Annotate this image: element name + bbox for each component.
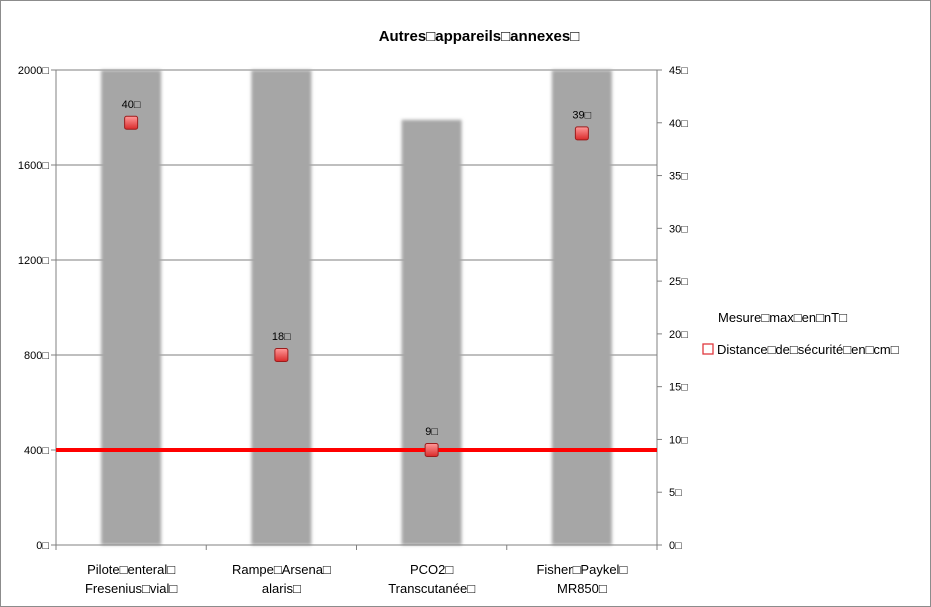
category-label: Fisher□Paykel□	[536, 562, 627, 577]
right-tick-label: 40□	[669, 118, 688, 130]
data-label: 39□	[572, 109, 591, 121]
left-tick-label: 2000□	[18, 65, 49, 77]
data-marker	[424, 443, 439, 457]
right-tick-label: 5□	[669, 487, 682, 499]
category-label: PCO2□	[410, 562, 453, 577]
bar	[101, 70, 162, 545]
right-tick-label: 35□	[669, 171, 688, 183]
bar	[251, 70, 312, 545]
category-label: alaris□	[262, 581, 301, 596]
legend-label-distance: Distance□de□sécurité□en□cm□	[717, 342, 899, 357]
data-label: 40□	[122, 99, 141, 111]
category-label: MR850□	[557, 581, 607, 596]
category-label: Fresenius□vial□	[85, 581, 177, 596]
right-tick-label: 45□	[669, 65, 688, 77]
plot-area: 0□ 400□ 800□ 1200□ 1600□ 2000□ 0□ 5□ 10□ 15□ 20□ 25…	[18, 65, 688, 596]
category-label: Pilote□enteral□	[87, 562, 175, 577]
legend-swatch-distance	[702, 343, 714, 355]
right-tick-label: 15□	[669, 382, 688, 394]
chart-title: Autres□appareils□annexes□	[379, 28, 580, 45]
category-label: Rampe□Arsena□	[232, 562, 331, 577]
right-tick-label: 25□	[669, 276, 688, 288]
left-tick-label: 0□	[36, 540, 49, 552]
right-tick-label: 0□	[669, 540, 682, 552]
bar	[551, 70, 612, 545]
bar	[401, 119, 462, 545]
left-tick-label: 1200□	[18, 255, 49, 267]
right-tick-label: 20□	[669, 329, 688, 341]
category-label: Transcutanée□	[388, 581, 475, 596]
left-tick-label: 800□	[24, 350, 49, 362]
data-marker	[274, 348, 289, 362]
data-marker	[124, 115, 139, 130]
data-label: 9□	[425, 426, 438, 438]
data-label: 18□	[272, 331, 291, 343]
legend: Mesure□max□en□nT□ Distance□de□sécurité□en…	[702, 310, 899, 357]
left-tick-label: 400□	[24, 445, 49, 457]
right-tick-label: 30□	[669, 223, 688, 235]
left-tick-label: 1600□	[18, 160, 49, 172]
data-marker	[574, 126, 589, 141]
right-tick-label: 10□	[669, 434, 688, 446]
legend-label-mesure: Mesure□max□en□nT□	[718, 310, 847, 325]
